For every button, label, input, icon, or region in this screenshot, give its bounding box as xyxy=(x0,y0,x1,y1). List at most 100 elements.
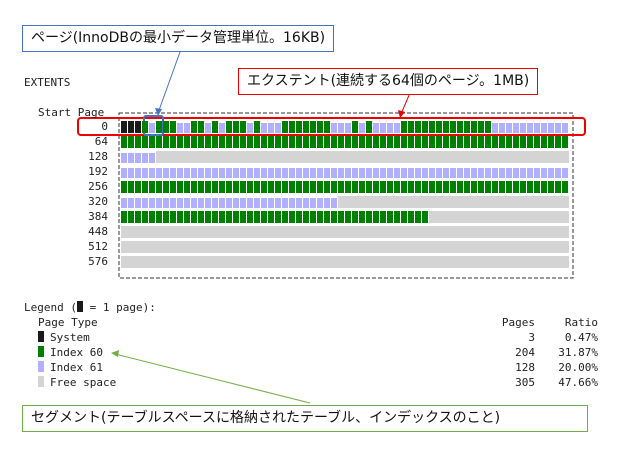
index61-page xyxy=(443,168,449,178)
free-page xyxy=(408,256,415,268)
index60-page xyxy=(443,121,449,133)
index61-page xyxy=(555,123,561,133)
free-page xyxy=(128,226,135,238)
index61-page xyxy=(296,198,302,208)
index61-page xyxy=(226,168,232,178)
free-page xyxy=(464,241,471,253)
index60-page xyxy=(394,136,400,148)
free-page xyxy=(401,151,408,163)
index60-page xyxy=(142,211,148,223)
free-page xyxy=(394,226,401,238)
page-block-icon xyxy=(76,301,83,312)
free-page xyxy=(233,241,240,253)
index60-page xyxy=(226,181,232,193)
free-page xyxy=(324,241,331,253)
index61-page xyxy=(534,123,540,133)
index60-page xyxy=(268,136,274,148)
index60-page xyxy=(478,121,484,133)
index60-page xyxy=(310,121,316,133)
free-page xyxy=(548,211,555,223)
index60-page xyxy=(198,181,204,193)
free-page xyxy=(303,241,310,253)
index60-page xyxy=(163,121,169,133)
free-page xyxy=(247,256,254,268)
free-page xyxy=(275,241,282,253)
free-page xyxy=(198,151,205,163)
row-start-label: 0 xyxy=(101,120,108,133)
index61-page xyxy=(282,198,288,208)
free-page xyxy=(380,226,387,238)
index60-page xyxy=(324,136,330,148)
index61-page xyxy=(513,123,519,133)
free-page xyxy=(534,256,541,268)
index60-page xyxy=(401,136,407,148)
free-page xyxy=(429,196,436,208)
index61-page xyxy=(121,153,127,163)
free-page xyxy=(198,241,205,253)
row-start-label: 64 xyxy=(94,135,108,148)
system-page xyxy=(128,121,134,133)
free-page xyxy=(240,226,247,238)
index60-page xyxy=(555,181,561,193)
free-page xyxy=(331,256,338,268)
extent-row xyxy=(121,226,569,238)
index61-page xyxy=(282,168,288,178)
free-page xyxy=(212,226,219,238)
index60-page xyxy=(205,136,211,148)
index61-page xyxy=(310,168,316,178)
free-page xyxy=(394,256,401,268)
free-page xyxy=(338,256,345,268)
extent-row xyxy=(121,256,569,268)
index60-page xyxy=(310,181,316,193)
index60-page xyxy=(373,181,379,193)
index60-page xyxy=(317,121,323,133)
free-page xyxy=(177,226,184,238)
index61-page xyxy=(191,198,197,208)
free-page xyxy=(485,211,492,223)
index61-page xyxy=(366,168,372,178)
index60-page xyxy=(394,211,400,223)
free-page xyxy=(478,241,485,253)
free-page xyxy=(548,226,555,238)
free-page xyxy=(254,256,261,268)
index60-page xyxy=(170,211,176,223)
free-page xyxy=(149,241,156,253)
free-page xyxy=(478,211,485,223)
free-page xyxy=(520,256,527,268)
index60-page xyxy=(387,181,393,193)
index61-page xyxy=(233,168,239,178)
index61-page xyxy=(373,168,379,178)
index61-page xyxy=(499,168,505,178)
free-page xyxy=(163,241,170,253)
index60-page xyxy=(163,136,169,148)
free-page xyxy=(296,256,303,268)
index60-page xyxy=(429,181,435,193)
index61-page xyxy=(233,198,239,208)
index61-page xyxy=(261,168,267,178)
index60-page xyxy=(184,211,190,223)
legend-label: Free space xyxy=(50,376,117,389)
system-page xyxy=(121,121,127,133)
index60-page xyxy=(422,136,428,148)
index60-page xyxy=(408,211,414,223)
index60-page xyxy=(149,181,155,193)
free-page xyxy=(212,256,219,268)
free-page xyxy=(135,241,142,253)
index60-page xyxy=(513,181,519,193)
index61-page xyxy=(149,198,155,208)
free-page xyxy=(548,196,555,208)
free-page xyxy=(492,151,499,163)
index61-page xyxy=(219,168,225,178)
free-page xyxy=(268,151,275,163)
free-page xyxy=(429,151,436,163)
index60-page xyxy=(478,181,484,193)
free-page xyxy=(436,241,443,253)
free-page xyxy=(219,151,226,163)
free-page xyxy=(401,196,408,208)
index60-page xyxy=(254,121,260,133)
index61-page xyxy=(240,168,246,178)
free-page xyxy=(324,256,331,268)
index60-page xyxy=(240,181,246,193)
free-page xyxy=(562,211,569,223)
